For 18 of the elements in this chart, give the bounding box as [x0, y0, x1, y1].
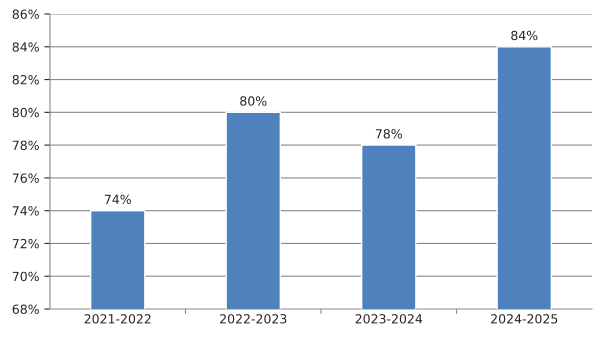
y-tick-label: 82%: [12, 75, 39, 84]
data-label: 78%: [376, 129, 402, 139]
data-label: 84%: [511, 30, 538, 40]
y-tick-label: 84%: [12, 42, 39, 52]
y-tick-label: 76%: [12, 173, 39, 183]
y-tick-label: 86%: [12, 9, 39, 19]
x-tick-label: 2024-2025: [491, 314, 558, 324]
x-tick-label: 2022-2023: [220, 314, 286, 324]
data-label: 74%: [104, 194, 131, 204]
y-tick-label: 70%: [12, 272, 39, 282]
x-tick-label: 2021-2022: [84, 314, 151, 324]
y-tick-label: 68%: [12, 304, 39, 314]
y-tick-label: 74%: [12, 206, 39, 216]
y-tick-label: 72%: [12, 238, 39, 248]
data-label: 80%: [240, 96, 266, 106]
y-tick-label: 78%: [12, 140, 39, 150]
x-tick-label: 2023-2024: [356, 314, 422, 324]
y-tick-label: 80%: [12, 108, 39, 118]
